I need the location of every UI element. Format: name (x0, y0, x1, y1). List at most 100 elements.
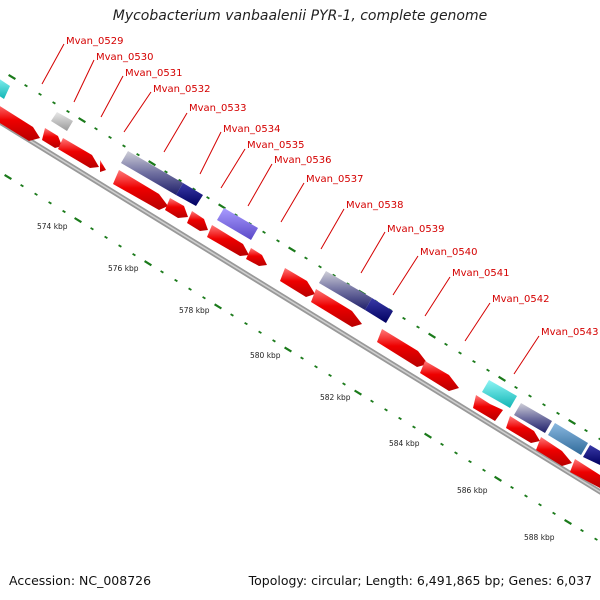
cds-arrow (311, 289, 362, 327)
gene-label: Mvan_0534 (223, 124, 280, 135)
gene-label: Mvan_0540 (420, 247, 477, 258)
major-tick (4, 173, 12, 181)
major-tick (288, 246, 296, 253)
kbp-label: 588 kbp (524, 533, 555, 542)
minor-tick (538, 503, 542, 507)
cds-track-forward (0, 106, 600, 488)
navy-feature (176, 183, 203, 206)
cds-arrow (377, 329, 428, 367)
kbp-label: 580 kbp (250, 351, 281, 360)
minor-tick (262, 230, 266, 234)
major-tick (214, 303, 222, 310)
minor-tick (332, 273, 336, 277)
minor-tick (104, 235, 108, 239)
minor-tick (122, 144, 126, 148)
minor-tick (304, 256, 308, 260)
cds-arrow (58, 138, 99, 168)
leader-line (41, 43, 65, 85)
minor-tick (108, 135, 112, 139)
cds-arrow (420, 361, 459, 391)
major-tick (144, 260, 152, 267)
minor-tick (132, 253, 136, 257)
inner-tick-track (4, 173, 598, 541)
minor-tick (300, 356, 304, 360)
minor-tick (276, 239, 280, 243)
leader-line (320, 208, 345, 250)
gene-leader-lines (41, 43, 540, 375)
cyan-feature (0, 79, 10, 99)
cds-arrow (113, 170, 168, 210)
minor-tick (370, 399, 374, 403)
minor-tick (188, 287, 192, 291)
minor-tick (458, 351, 462, 355)
minor-tick (192, 187, 196, 191)
accession-text: Accession: NC_008726 (9, 573, 152, 588)
gene-labels: Mvan_0529 Mvan_0530 Mvan_0531 Mvan_0532 … (66, 36, 598, 338)
kbp-label: 584 kbp (389, 439, 420, 448)
grey-navy-feature (319, 271, 372, 310)
minor-tick (62, 209, 66, 214)
minor-tick (66, 109, 70, 114)
minor-tick (318, 265, 322, 269)
minor-tick (472, 360, 476, 364)
kbp-labels: 574 kbp 576 kbp 578 kbp 580 kbp 582 kbp … (37, 222, 555, 542)
minor-tick (598, 437, 600, 441)
cyan-feature (482, 380, 517, 408)
minor-tick (524, 494, 528, 498)
minor-tick (342, 382, 346, 386)
minor-tick (178, 178, 182, 183)
minor-tick (206, 196, 210, 200)
major-tick (424, 432, 432, 439)
leader-line (123, 91, 152, 133)
minor-tick (24, 84, 28, 88)
minor-tick (34, 192, 38, 196)
genome-backbone (0, 119, 600, 495)
minor-tick (402, 316, 406, 321)
gene-label: Mvan_0542 (492, 294, 549, 305)
minor-tick (444, 342, 448, 346)
minor-tick (94, 127, 98, 131)
cds-arrow (280, 268, 315, 297)
gene-label: Mvan_0536 (274, 155, 331, 166)
minor-tick (174, 278, 178, 283)
kbp-label: 574 kbp (37, 222, 68, 231)
minor-tick (202, 296, 206, 300)
leader-line (220, 148, 246, 189)
major-tick (354, 389, 362, 396)
leader-line (100, 75, 124, 118)
minor-tick (328, 373, 332, 377)
cds-arrow (165, 198, 188, 218)
cds-arrow (570, 459, 600, 488)
minor-tick (272, 339, 276, 343)
minor-tick (454, 451, 458, 455)
genome-summary-text: Topology: circular; Length: 6,491,865 bp… (248, 573, 592, 588)
leader-line (513, 335, 540, 375)
cds-arrow (536, 437, 572, 466)
major-tick (568, 418, 576, 426)
kbp-label: 576 kbp (108, 264, 139, 273)
kbp-label: 586 kbp (457, 486, 488, 495)
major-tick (8, 73, 16, 81)
leader-line (247, 163, 273, 207)
navy-feature (365, 298, 393, 323)
minor-tick (514, 385, 518, 390)
minor-tick (468, 460, 472, 464)
cds-arrow (246, 248, 267, 266)
minor-tick (580, 528, 584, 533)
minor-tick (230, 313, 234, 317)
minor-tick (398, 416, 402, 421)
grey-navy-feature (121, 151, 183, 195)
major-tick (284, 346, 292, 353)
minor-tick (416, 325, 420, 329)
minor-tick (528, 394, 532, 398)
major-tick (564, 518, 572, 526)
minor-tick (594, 537, 598, 541)
cds-arrow (0, 106, 40, 141)
kbp-label: 582 kbp (320, 393, 351, 402)
cds-arrow (187, 211, 208, 231)
feature-track-upper (0, 79, 600, 465)
minor-tick (118, 244, 122, 248)
gene-label: Mvan_0533 (189, 103, 246, 114)
major-tick (218, 203, 226, 210)
